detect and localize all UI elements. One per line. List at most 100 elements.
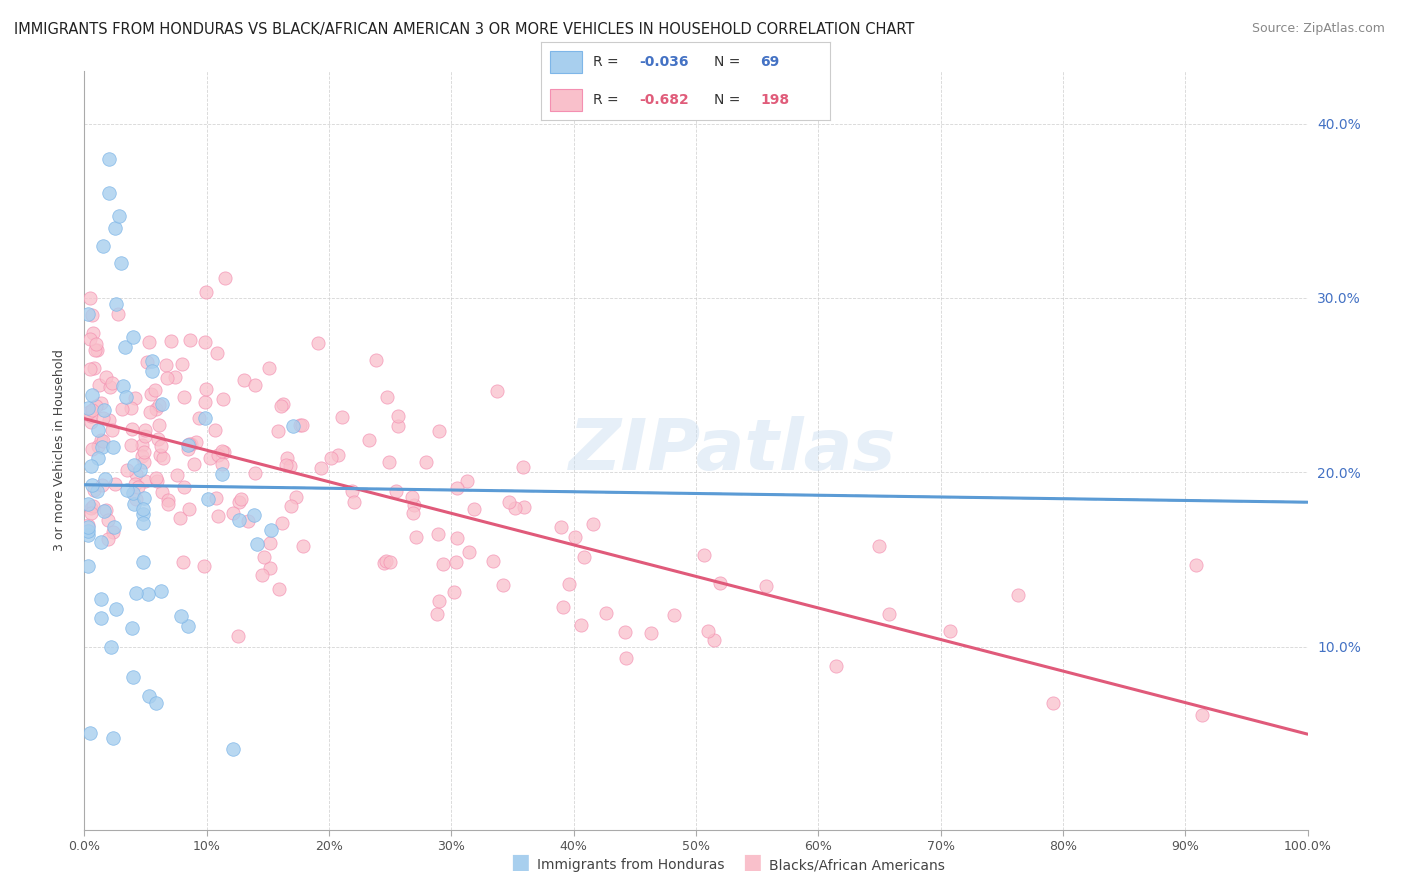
Point: [138, 334, 160, 349]
Point: [427, 425, 450, 439]
Point: [482, 554, 505, 568]
Point: [87, 378, 110, 392]
Point: [79, 362, 101, 376]
Point: [550, 520, 572, 534]
Point: [229, 492, 252, 507]
Point: [91, 434, 114, 449]
Point: [105, 297, 128, 311]
Text: -0.036: -0.036: [640, 55, 689, 69]
Point: [243, 467, 266, 481]
Text: Source: ZipAtlas.com: Source: ZipAtlas.com: [1251, 22, 1385, 36]
Point: [163, 370, 186, 384]
Point: [124, 391, 146, 405]
Point: [114, 340, 136, 354]
Point: [132, 555, 155, 569]
Point: [283, 419, 305, 434]
Point: [569, 618, 592, 632]
Point: [188, 410, 211, 425]
Point: [245, 378, 267, 392]
Point: [132, 507, 155, 521]
Point: [290, 418, 312, 433]
Point: [132, 445, 155, 459]
Point: [169, 608, 191, 623]
Point: [132, 516, 155, 530]
Point: [1191, 708, 1213, 723]
Point: [207, 448, 229, 462]
Point: [173, 390, 195, 404]
Point: [387, 419, 409, 434]
Point: [127, 480, 149, 494]
Point: [267, 424, 290, 438]
Point: [228, 495, 250, 509]
Point: [463, 501, 485, 516]
Point: [939, 624, 962, 638]
Point: [155, 358, 177, 372]
Point: [246, 537, 269, 551]
Point: [877, 607, 900, 621]
Point: [238, 514, 260, 528]
Point: [271, 397, 294, 411]
Point: [148, 418, 170, 433]
Point: [271, 516, 294, 530]
Point: [122, 458, 145, 472]
Point: [446, 481, 468, 495]
Point: [402, 506, 425, 520]
Point: [574, 550, 596, 565]
Point: [135, 354, 157, 368]
Point: [616, 651, 638, 665]
Text: ■: ■: [742, 853, 762, 872]
Point: [259, 523, 281, 537]
Point: [242, 508, 264, 522]
Text: IMMIGRANTS FROM HONDURAS VS BLACK/AFRICAN AMERICAN 3 OR MORE VEHICLES IN HOUSEHO: IMMIGRANTS FROM HONDURAS VS BLACK/AFRICA…: [14, 22, 914, 37]
Point: [110, 256, 132, 270]
Point: [276, 451, 298, 466]
Point: [427, 594, 450, 608]
Point: [149, 448, 172, 462]
Point: [401, 491, 423, 505]
Point: [90, 395, 112, 409]
Point: [145, 471, 167, 485]
Point: [443, 584, 465, 599]
Point: [503, 501, 526, 516]
Point: [145, 402, 167, 417]
Point: [115, 390, 138, 404]
Point: [280, 499, 302, 513]
Text: Blacks/African Americans: Blacks/African Americans: [769, 858, 945, 872]
Point: [146, 432, 169, 446]
Point: [402, 498, 425, 512]
Point: [214, 271, 236, 285]
Point: [143, 384, 166, 398]
Point: [222, 506, 245, 520]
Point: [292, 539, 315, 553]
Point: [1042, 696, 1064, 710]
Point: [211, 444, 233, 458]
Text: R =: R =: [593, 55, 623, 69]
Point: [101, 376, 124, 391]
Point: [77, 307, 100, 321]
Point: [139, 404, 162, 418]
Point: [80, 442, 103, 457]
Point: [378, 555, 401, 569]
Point: [97, 186, 120, 201]
Point: [308, 336, 330, 351]
Point: [79, 726, 101, 740]
Point: [198, 450, 221, 465]
Point: [121, 422, 143, 436]
Point: [108, 209, 131, 223]
Point: [79, 332, 101, 346]
Point: [194, 285, 217, 299]
Point: [703, 633, 725, 648]
Point: [150, 485, 173, 500]
Point: [132, 454, 155, 468]
Text: ■: ■: [510, 853, 530, 872]
Point: [1007, 588, 1029, 602]
Point: [270, 399, 292, 413]
Text: N =: N =: [714, 55, 745, 69]
Point: [211, 467, 233, 481]
Point: [112, 379, 135, 393]
Point: [141, 354, 163, 368]
Point: [640, 625, 662, 640]
Point: [172, 357, 194, 371]
Point: [169, 511, 191, 525]
Text: 69: 69: [761, 55, 779, 69]
